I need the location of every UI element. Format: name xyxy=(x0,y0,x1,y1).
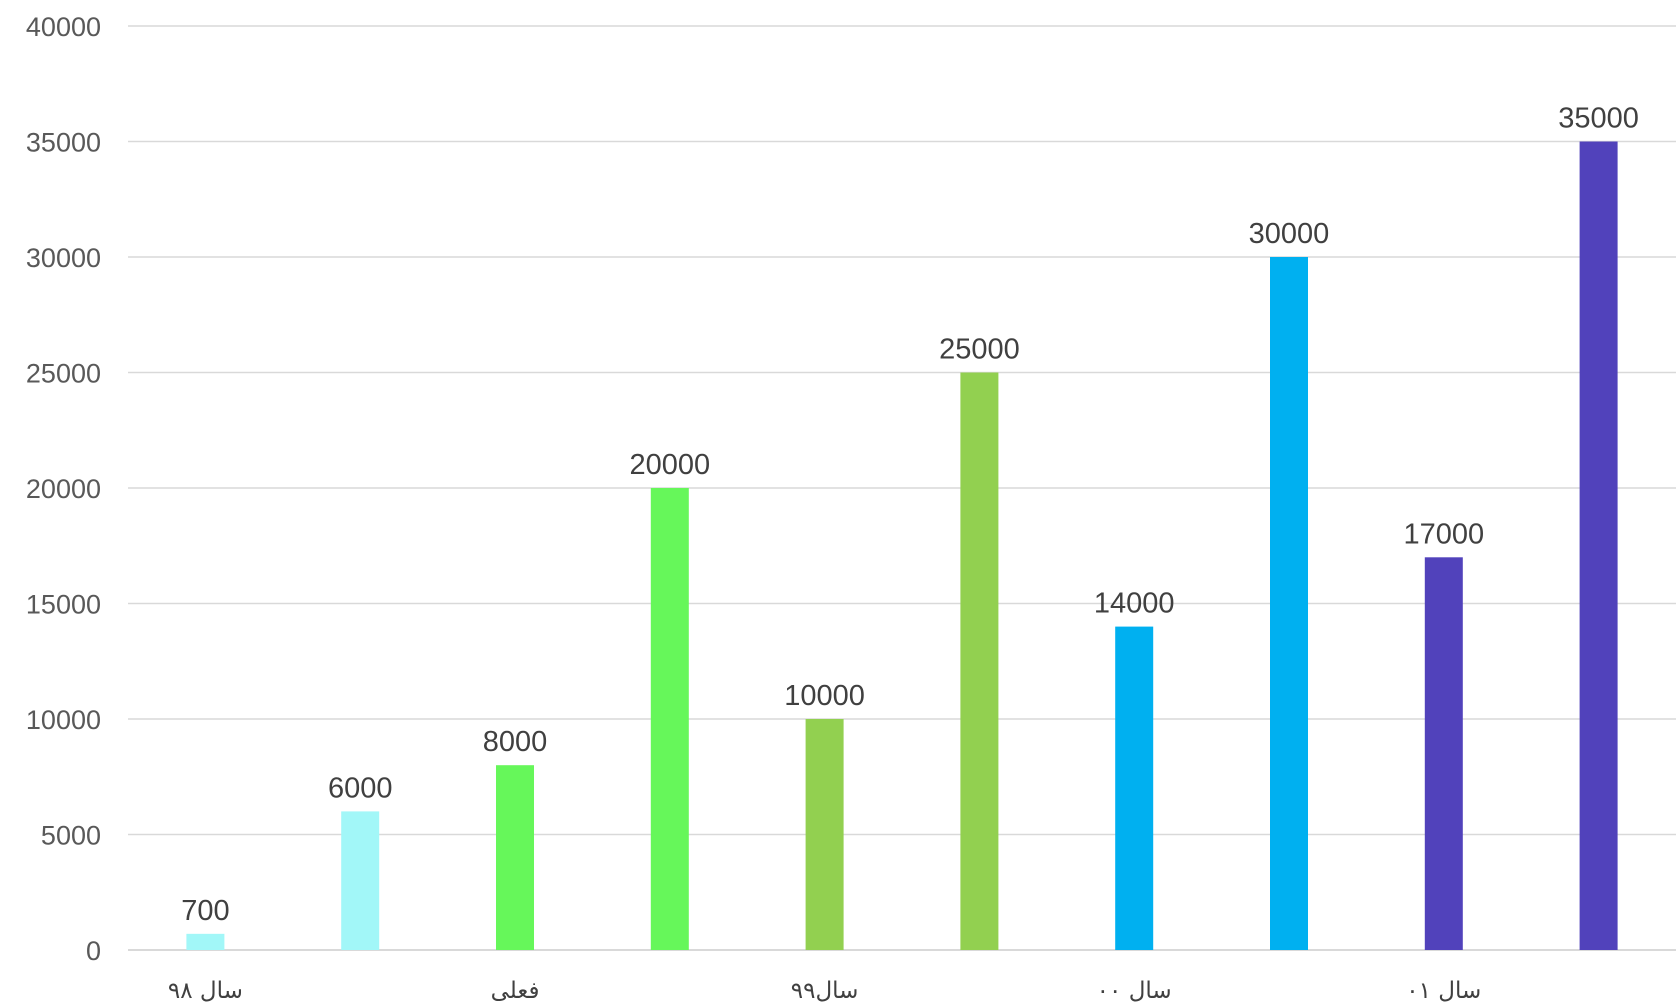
bars xyxy=(186,141,1618,950)
data-label: 20000 xyxy=(629,449,710,481)
data-label: 25000 xyxy=(939,334,1020,366)
y-tick-label: 5000 xyxy=(41,821,101,851)
data-label: 17000 xyxy=(1403,518,1484,550)
y-tick-label: 35000 xyxy=(26,128,101,158)
bar xyxy=(1115,626,1154,950)
x-axis-category-labels: سال ۹۸ فعلی سال۹۹ سال ۰۰ سال ۰۱ xyxy=(168,978,1481,1004)
gridlines xyxy=(128,25,1676,836)
x-category-label: سال ۹۸ xyxy=(168,978,243,1004)
x-category-label: سال ۰۱ xyxy=(1406,978,1481,1004)
y-tick-label: 40000 xyxy=(26,12,101,42)
data-label: 8000 xyxy=(483,726,548,758)
bar xyxy=(1270,257,1308,950)
bar xyxy=(496,765,534,950)
bar xyxy=(805,719,844,950)
data-label: 35000 xyxy=(1558,103,1639,135)
x-category-label: سال۹۹ xyxy=(791,978,859,1004)
bar xyxy=(650,488,689,950)
x-category-label: فعلی xyxy=(491,978,540,1004)
y-tick-label: 25000 xyxy=(26,359,101,389)
bar xyxy=(1424,557,1463,950)
y-tick-label: 30000 xyxy=(26,243,101,273)
data-label: 700 xyxy=(181,895,229,927)
data-label: 10000 xyxy=(784,680,865,712)
bar xyxy=(341,811,380,950)
data-label: 30000 xyxy=(1249,218,1330,250)
data-label: 14000 xyxy=(1094,588,1175,620)
data-labels: 700 6000 8000 20000 10000 25000 14000 30000 1700… xyxy=(181,103,1639,927)
data-label: 6000 xyxy=(328,772,393,804)
y-tick-label: 15000 xyxy=(26,590,101,620)
y-tick-label: 0 xyxy=(86,936,101,966)
bar xyxy=(186,933,225,950)
bar xyxy=(1579,141,1618,950)
y-tick-label: 20000 xyxy=(26,474,101,504)
x-category-label: سال ۰۰ xyxy=(1097,978,1172,1004)
bar xyxy=(960,372,999,950)
y-axis-tick-labels: 0 5000 10000 15000 20000 25000 30000 35000 40000 xyxy=(26,12,101,966)
y-tick-label: 10000 xyxy=(26,705,101,735)
